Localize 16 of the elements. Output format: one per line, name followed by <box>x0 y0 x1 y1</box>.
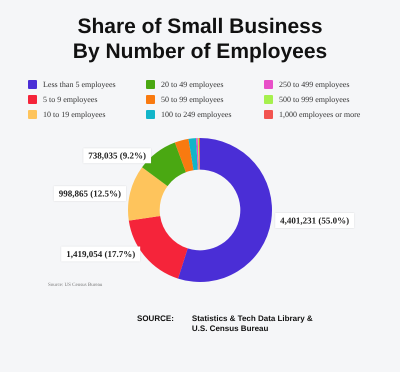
legend-label: 100 to 249 employees <box>161 110 232 119</box>
legend-label: 50 to 99 employees <box>161 95 224 104</box>
source-note: SOURCE: <box>137 314 174 325</box>
data-label: 4,401,231 (55.0%) <box>280 215 350 226</box>
legend-label: 500 to 999 employees <box>279 95 350 104</box>
data-label: 1,419,054 (17.7%) <box>66 248 136 259</box>
data-label: 998,865 (12.5%) <box>58 188 122 198</box>
data-label: 738,035 (9.2%) <box>88 150 146 161</box>
legend-label: 10 to 19 employees <box>43 110 106 119</box>
legend-label: 1,000 employees or more <box>279 110 362 119</box>
legend-label: Less than 5 employees <box>43 80 117 89</box>
legend-label: 5 to 9 employees <box>43 95 98 104</box>
legend-label: 250 to 499 employees <box>279 80 350 89</box>
chart-title: Share of Small Business By Number of Employees <box>72 14 328 64</box>
legend-label: 20 to 49 employees <box>161 80 224 89</box>
text: Statistics & Tech Data Library & U.S. Census Bureau <box>192 314 314 334</box>
